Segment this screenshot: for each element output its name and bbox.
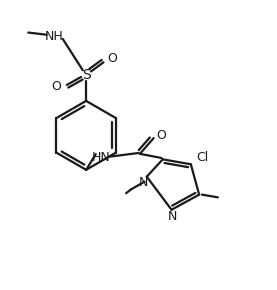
Text: NH: NH (45, 30, 64, 43)
Text: HN: HN (92, 151, 111, 164)
Text: S: S (82, 68, 91, 82)
Text: O: O (107, 52, 117, 65)
Text: Cl: Cl (196, 151, 209, 164)
Text: N: N (139, 176, 148, 189)
Text: O: O (52, 80, 61, 93)
Text: O: O (156, 129, 166, 142)
Text: N: N (167, 210, 177, 223)
